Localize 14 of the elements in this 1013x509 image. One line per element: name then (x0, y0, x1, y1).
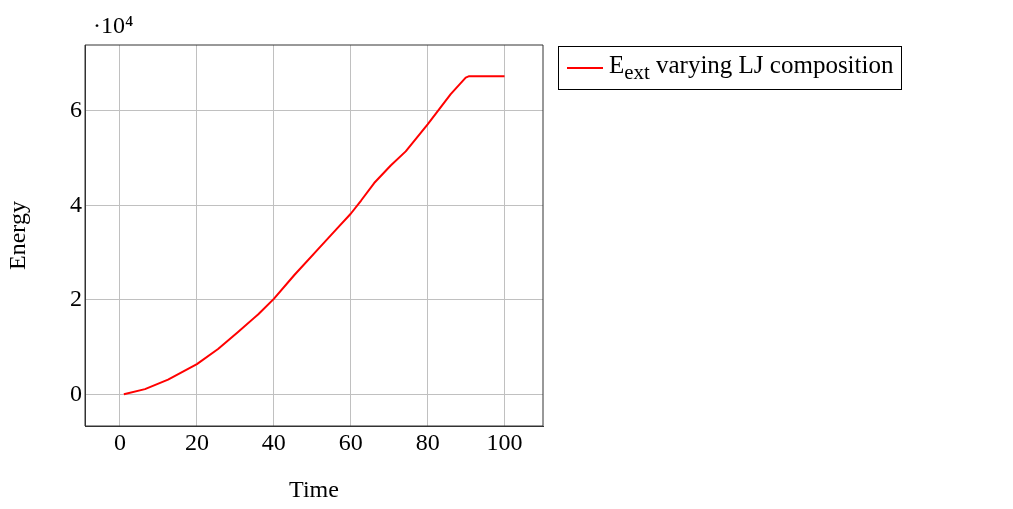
legend-label: E$_{ext}$ varying LJ composition (609, 51, 894, 85)
y-tick-label: 2 (70, 285, 82, 312)
y-tick-label: 6 (70, 96, 82, 122)
x-tick-label: 100 (486, 428, 523, 455)
y-tick-label: 0 (70, 379, 82, 406)
x-tick-label: 20 (184, 428, 209, 455)
x-tick-label: 80 (415, 428, 440, 455)
x-tick-label: 40 (261, 428, 286, 455)
text: ·10⁴ (93, 12, 134, 39)
y-tick-label: 4 (70, 190, 82, 217)
x-tick-label: 60 (338, 428, 363, 455)
x-tick-label: 0 (113, 428, 126, 455)
y-axis-title: Energy (3, 201, 30, 270)
x-axis-title: Time (289, 475, 339, 502)
